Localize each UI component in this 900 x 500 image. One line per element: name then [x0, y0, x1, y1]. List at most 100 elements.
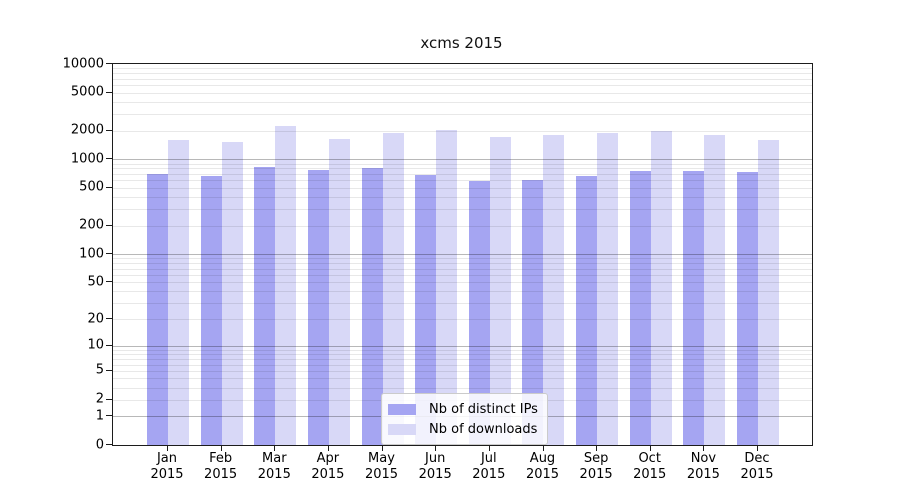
- minor-gridline: [113, 282, 812, 284]
- minor-gridline: [113, 378, 812, 380]
- y-tick-label: 5: [95, 362, 104, 378]
- x-tick-mark: [542, 445, 544, 451]
- bar-downloads: [489, 137, 511, 445]
- minor-gridline: [113, 180, 812, 182]
- major-gridline: [113, 159, 812, 161]
- x-tick-label-year: 2015: [740, 467, 774, 482]
- legend-swatch: [388, 403, 416, 415]
- y-tick-mark: [106, 398, 112, 400]
- y-tick-mark: [106, 63, 112, 64]
- y-tick-mark: [106, 186, 112, 188]
- x-tick-label-month: Jul: [480, 451, 497, 466]
- y-tick-mark: [106, 224, 112, 226]
- x-tick-label: Dec 2015: [729, 451, 785, 483]
- bar-distinct-ips: [361, 167, 383, 445]
- gridlines-layer: [113, 64, 812, 445]
- minor-gridline: [113, 163, 812, 165]
- y-tick-mark: [106, 281, 112, 283]
- y-tick-mark: [106, 253, 112, 255]
- x-tick-mark: [488, 445, 490, 451]
- x-tick-label-year: 2015: [364, 467, 399, 482]
- x-tick-label: Oct 2015: [622, 451, 678, 483]
- minor-gridline: [113, 68, 812, 70]
- bar-distinct-ips: [307, 170, 329, 445]
- minor-gridline: [113, 85, 812, 87]
- x-tick-label: Apr 2015: [300, 451, 356, 483]
- x-tick-label-year: 2015: [633, 467, 667, 482]
- plot-area: Nb of distinct IPs Nb of downloads: [112, 63, 813, 446]
- legend: Nb of distinct IPs Nb of downloads: [381, 393, 548, 445]
- bar-distinct-ips: [254, 166, 276, 445]
- bar-distinct-ips: [415, 175, 437, 445]
- x-tick-label-year: 2015: [150, 467, 184, 482]
- x-tick-mark: [596, 445, 598, 451]
- x-tick-label-year: 2015: [472, 467, 506, 482]
- y-tick-label: 0: [95, 437, 104, 452]
- minor-gridline: [113, 387, 812, 389]
- bar-downloads: [221, 141, 243, 445]
- y-tick-label: 200: [79, 217, 104, 233]
- minor-gridline: [113, 364, 812, 366]
- bar-downloads: [382, 132, 404, 445]
- bars-layer: [113, 64, 812, 445]
- minor-gridline: [113, 130, 812, 132]
- chart-title: xcms 2015: [420, 34, 503, 52]
- x-tick-label-year: 2015: [311, 467, 345, 482]
- x-tick-mark: [327, 445, 329, 451]
- legend-swatch: [388, 423, 416, 435]
- minor-gridline: [113, 359, 812, 360]
- bar-downloads: [275, 126, 297, 445]
- legend-label: Nb of distinct IPs: [429, 401, 538, 417]
- x-tick-label: Mar 2015: [246, 451, 302, 483]
- x-tick-mark: [274, 445, 276, 451]
- y-tick-label: 2: [95, 391, 104, 407]
- legend-label: Nb of downloads: [429, 421, 538, 437]
- x-tick-label: Jan 2015: [139, 451, 195, 483]
- y-tick-label: 10000: [62, 56, 104, 71]
- y-tick-mark: [106, 369, 112, 371]
- bar-distinct-ips: [522, 179, 544, 445]
- y-tick-mark: [106, 129, 112, 131]
- bar-distinct-ips: [468, 181, 490, 445]
- y-tick-mark: [106, 415, 112, 417]
- x-tick-label-year: 2015: [579, 467, 613, 482]
- minor-gridline: [113, 268, 812, 270]
- x-tick-mark: [381, 445, 383, 451]
- minor-gridline: [113, 173, 812, 175]
- x-tick-mark: [167, 445, 168, 451]
- x-tick-label-year: 2015: [257, 467, 291, 482]
- minor-gridline: [113, 291, 812, 293]
- minor-gridline: [113, 354, 812, 356]
- legend-item: Nb of distinct IPs: [388, 399, 538, 419]
- bar-distinct-ips: [200, 176, 222, 445]
- x-tick-label-month: Sep: [583, 451, 609, 466]
- x-tick-label: Jun 2015: [407, 451, 463, 483]
- x-tick-label-month: Jan: [156, 451, 178, 466]
- x-tick-mark: [703, 445, 705, 451]
- y-tick-mark: [106, 158, 112, 160]
- minor-gridline: [113, 73, 812, 75]
- minor-gridline: [113, 92, 812, 94]
- x-tick-label-month: Dec: [744, 451, 770, 466]
- minor-gridline: [113, 78, 812, 80]
- x-tick-label-month: Jun: [425, 451, 446, 466]
- minor-gridline: [113, 258, 812, 260]
- bar-downloads: [650, 130, 672, 445]
- minor-gridline: [113, 263, 812, 265]
- minor-gridline: [113, 349, 812, 351]
- x-tick-label: Nov 2015: [675, 451, 731, 483]
- x-tick-label-month: Feb: [209, 451, 233, 466]
- x-tick-label: Jul 2015: [461, 451, 517, 483]
- y-tick-mark: [106, 318, 112, 320]
- x-tick-label-month: Oct: [638, 451, 661, 466]
- x-tick-mark: [220, 445, 222, 451]
- y-tick-label: 20: [87, 311, 104, 327]
- minor-gridline: [113, 101, 812, 103]
- minor-gridline: [113, 113, 812, 115]
- bar-distinct-ips: [683, 171, 705, 445]
- y-tick-label: 1: [95, 408, 104, 424]
- bar-downloads: [436, 129, 458, 445]
- x-tick-label-year: 2015: [686, 467, 720, 482]
- x-tick-label: May 2015: [354, 451, 410, 483]
